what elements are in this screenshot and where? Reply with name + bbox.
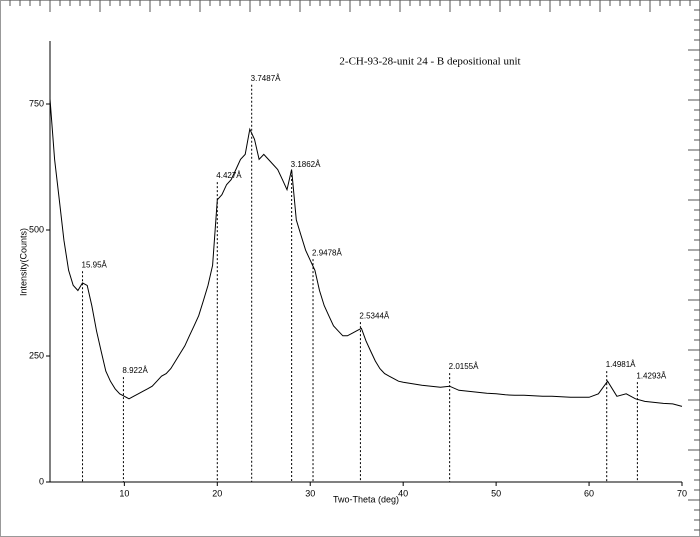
chart-title: 2-CH-93-28-unit 24 - B depositional unit	[339, 56, 520, 68]
peak-label: 2.5344Å	[359, 311, 389, 320]
data-line	[49, 98, 683, 407]
x-tick-label: 40	[398, 488, 408, 498]
peak-label: 3.1862Å	[291, 160, 321, 169]
x-axis-label: Two-Theta (deg)	[333, 494, 399, 504]
x-tick-label: 60	[584, 488, 594, 498]
peak-label: 4.427Å	[216, 171, 242, 180]
y-tick-label: 250	[29, 350, 44, 360]
y-tick-label: 750	[29, 98, 44, 108]
peak-label: 2.9478Å	[312, 248, 342, 257]
peak-label: 3.7487Å	[251, 74, 281, 83]
ruler	[9, 0, 700, 531]
peak-label: 2.0155Å	[449, 362, 479, 371]
y-axis-label: Intensity(Counts)	[18, 228, 28, 296]
peak-label: 1.4981Å	[606, 360, 636, 369]
peak-label: 15.95Å	[82, 260, 108, 269]
x-tick-label: 50	[491, 488, 501, 498]
x-tick-label: 70	[677, 488, 687, 498]
y-tick-label: 500	[29, 224, 44, 234]
x-tick-label: 30	[305, 488, 315, 498]
y-tick-label: 0	[39, 476, 44, 486]
x-tick-label: 10	[119, 488, 129, 498]
peak-label: 1.4293Å	[636, 371, 666, 380]
peak-label: 8.922Å	[122, 366, 148, 375]
x-tick-label: 20	[212, 488, 222, 498]
